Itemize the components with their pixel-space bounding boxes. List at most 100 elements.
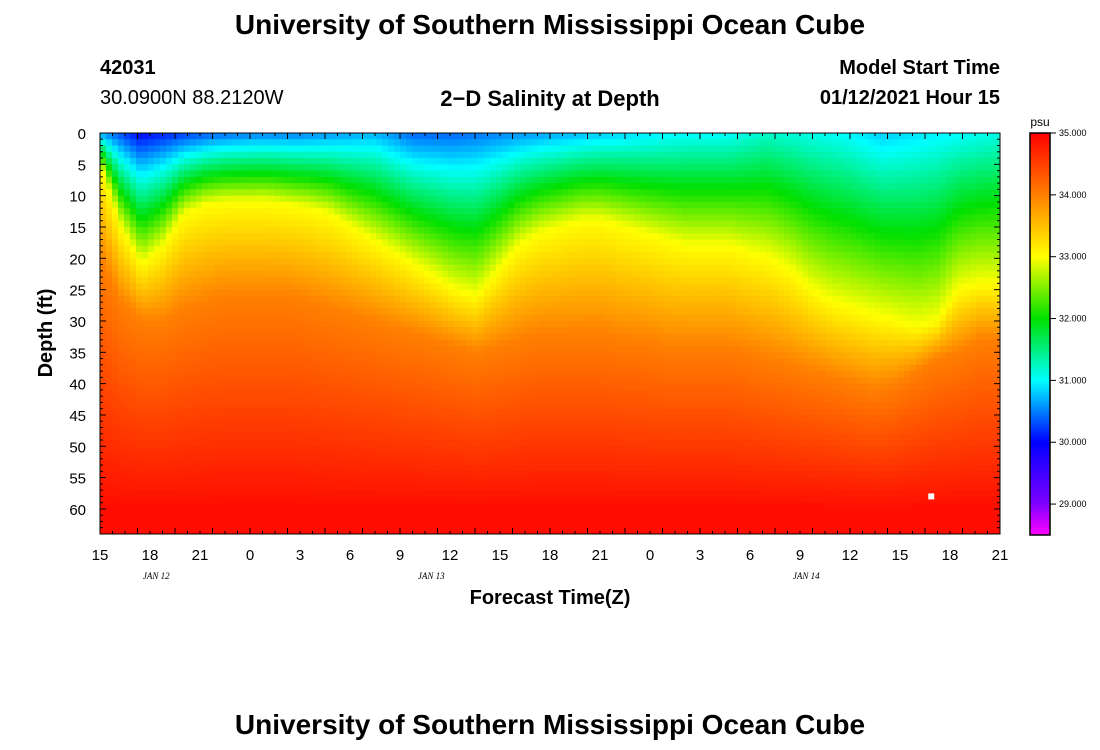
heatmap-cell <box>754 264 761 272</box>
heatmap-cell <box>334 302 341 310</box>
heatmap-cell <box>220 158 227 165</box>
heatmap-cell <box>574 264 581 272</box>
heatmap-cell <box>904 220 911 228</box>
heatmap-cell <box>178 289 185 297</box>
heatmap-cell <box>862 320 869 328</box>
heatmap-cell <box>298 226 305 234</box>
heatmap-cell <box>586 145 593 153</box>
heatmap-cell <box>310 327 317 335</box>
heatmap-cell <box>868 189 875 197</box>
heatmap-cell <box>172 208 179 216</box>
heatmap-cell <box>748 295 755 303</box>
heatmap-cell <box>286 314 293 322</box>
heatmap-cell <box>952 252 959 259</box>
heatmap-cell <box>628 139 635 147</box>
heatmap-cell <box>358 151 365 159</box>
heatmap-cell <box>154 333 161 341</box>
heatmap-cell <box>166 245 173 253</box>
heatmap-cell <box>694 277 701 284</box>
heatmap-cell <box>436 245 443 253</box>
heatmap-cell <box>130 295 137 303</box>
heatmap-cell <box>598 233 605 241</box>
heatmap-cell <box>142 158 149 165</box>
heatmap-cell <box>586 327 593 335</box>
heatmap-cell <box>328 151 335 159</box>
heatmap-cell <box>850 333 857 341</box>
heatmap-cell <box>388 320 395 328</box>
heatmap-cell <box>928 333 935 341</box>
heatmap-cell <box>688 195 695 203</box>
heatmap-cell <box>394 214 401 222</box>
heatmap-cell <box>256 201 263 209</box>
heatmap-cell <box>928 270 935 278</box>
heatmap-cell <box>382 333 389 341</box>
heatmap-cell <box>910 295 917 303</box>
heatmap-cell <box>568 333 575 341</box>
heatmap-cell <box>358 158 365 165</box>
heatmap-cell <box>250 295 257 303</box>
heatmap-cell <box>406 214 413 222</box>
heatmap-cell <box>142 283 149 291</box>
heatmap-cell <box>964 145 971 153</box>
heatmap-cell <box>658 258 665 266</box>
heatmap-cell <box>310 176 317 184</box>
heatmap-cell <box>112 277 119 284</box>
heatmap-cell <box>628 176 635 184</box>
heatmap-cell <box>844 270 851 278</box>
heatmap-cell <box>274 195 281 203</box>
heatmap-cell <box>580 308 587 316</box>
heatmap-cell <box>700 295 707 303</box>
heatmap-cell <box>520 220 527 228</box>
heatmap-cell <box>676 245 683 253</box>
heatmap-cell <box>862 139 869 147</box>
heatmap-cell <box>256 133 263 140</box>
heatmap-cell <box>136 176 143 184</box>
heatmap-cell <box>628 302 635 310</box>
heatmap-cell <box>172 308 179 316</box>
heatmap-cell <box>892 252 899 259</box>
heatmap-cell <box>556 145 563 153</box>
heatmap-cell <box>316 245 323 253</box>
heatmap-cell <box>250 258 257 266</box>
heatmap-cell <box>520 252 527 259</box>
heatmap-cell <box>520 226 527 234</box>
heatmap-cell <box>106 151 113 159</box>
heatmap-cell <box>652 239 659 247</box>
heatmap-cell <box>112 158 119 165</box>
heatmap-cell <box>424 314 431 322</box>
heatmap-cell <box>904 239 911 247</box>
heatmap-cell <box>904 233 911 241</box>
heatmap-cell <box>304 339 311 347</box>
heatmap-cell <box>352 176 359 184</box>
heatmap-cell <box>616 245 623 253</box>
heatmap-cell <box>316 308 323 316</box>
heatmap-cell <box>388 151 395 159</box>
heatmap-cell <box>478 189 485 197</box>
heatmap-cell <box>778 214 785 222</box>
heatmap-cell <box>988 139 995 147</box>
heatmap-cell <box>280 133 287 140</box>
heatmap-cell <box>700 308 707 316</box>
heatmap-cell <box>874 264 881 272</box>
heatmap-cell <box>850 220 857 228</box>
heatmap-cell <box>340 270 347 278</box>
heatmap-cell <box>904 145 911 153</box>
heatmap-cell <box>850 208 857 216</box>
heatmap-cell <box>562 158 569 165</box>
heatmap-cell <box>610 189 617 197</box>
heatmap-cell <box>688 208 695 216</box>
heatmap-cell <box>430 208 437 216</box>
heatmap-cell <box>724 220 731 228</box>
heatmap-cell <box>880 226 887 234</box>
heatmap-cell <box>652 289 659 297</box>
heatmap-cell <box>304 252 311 259</box>
heatmap-cell <box>460 158 467 165</box>
heatmap-cell <box>412 145 419 153</box>
heatmap-cell <box>238 308 245 316</box>
heatmap-cell <box>964 226 971 234</box>
heatmap-cell <box>568 189 575 197</box>
heatmap-cell <box>910 252 917 259</box>
heatmap-cell <box>916 320 923 328</box>
heatmap-cell <box>916 314 923 322</box>
heatmap-cell <box>280 245 287 253</box>
